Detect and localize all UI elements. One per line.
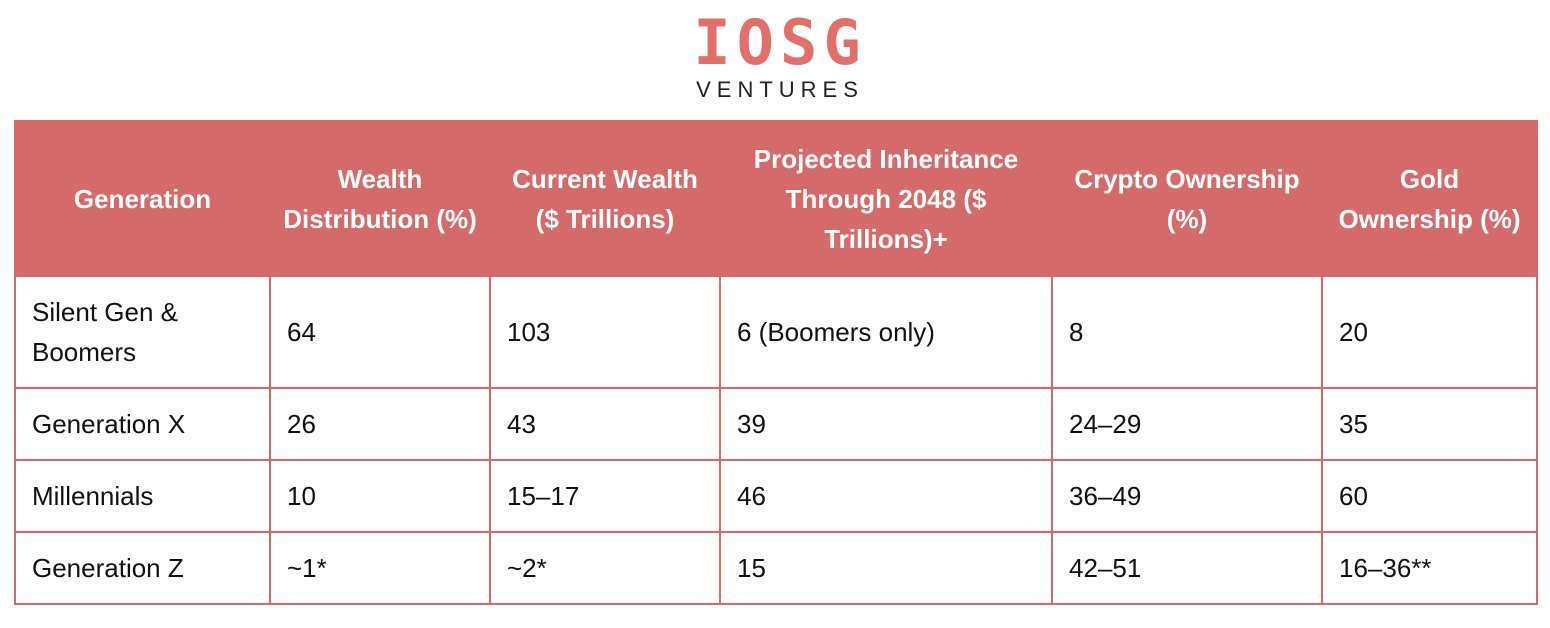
- logo-subtitle: VENTURES: [696, 77, 864, 102]
- table-row: Silent Gen & Boomers 64 103 6 (Boomers only…: [14, 275, 1538, 389]
- table-cell: 46: [719, 459, 1053, 533]
- table-cell: 10: [269, 459, 491, 533]
- header-cell: Projected Inheritance Through 2048 ($ Tr…: [719, 120, 1053, 277]
- logo-name: IOSG: [693, 6, 867, 79]
- row-label: Generation X: [14, 387, 271, 461]
- table-cell: 6 (Boomers only): [719, 275, 1053, 389]
- table-cell: 39: [719, 387, 1053, 461]
- data-table: Generation Wealth Distribution (%) Current…: [14, 120, 1538, 605]
- table-cell: 35: [1321, 387, 1538, 461]
- table-cell: ~1*: [269, 531, 491, 605]
- table-cell: 64: [269, 275, 491, 389]
- header-row: Generation Wealth Distribution (%) Current…: [14, 120, 1538, 277]
- table-row: Millennials 10 15–17 46 36–49 60: [14, 459, 1538, 533]
- header-cell: Generation: [14, 120, 271, 277]
- table-body: Silent Gen & Boomers 64 103 6 (Boomers only…: [14, 275, 1538, 605]
- table-cell: 26: [269, 387, 491, 461]
- table-cell: 15: [719, 531, 1053, 605]
- header-cell: Crypto Ownership (%): [1051, 120, 1323, 277]
- header-cell: Gold Ownership (%): [1321, 120, 1538, 277]
- header-cell: Current Wealth ($ Trillions): [489, 120, 721, 277]
- table-cell: 36–49: [1051, 459, 1323, 533]
- table-header: Generation Wealth Distribution (%) Current…: [14, 120, 1538, 277]
- row-label: Generation Z: [14, 531, 271, 605]
- table-cell: 43: [489, 387, 721, 461]
- table-cell: 24–29: [1051, 387, 1323, 461]
- logo: IOSG VENTURES: [675, 8, 885, 108]
- table-cell: 16–36**: [1321, 531, 1538, 605]
- table-cell: 103: [489, 275, 721, 389]
- table-cell: 20: [1321, 275, 1538, 389]
- row-label: Silent Gen & Boomers: [14, 275, 271, 389]
- table-cell: 60: [1321, 459, 1538, 533]
- table-cell: 15–17: [489, 459, 721, 533]
- table-cell: ~2*: [489, 531, 721, 605]
- header-cell: Wealth Distribution (%): [269, 120, 491, 277]
- table-row: Generation X 26 43 39 24–29 35: [14, 387, 1538, 461]
- row-label: Millennials: [14, 459, 271, 533]
- table-cell: 42–51: [1051, 531, 1323, 605]
- table-cell: 8: [1051, 275, 1323, 389]
- table-row: Generation Z ~1* ~2* 15 42–51 16–36**: [14, 531, 1538, 605]
